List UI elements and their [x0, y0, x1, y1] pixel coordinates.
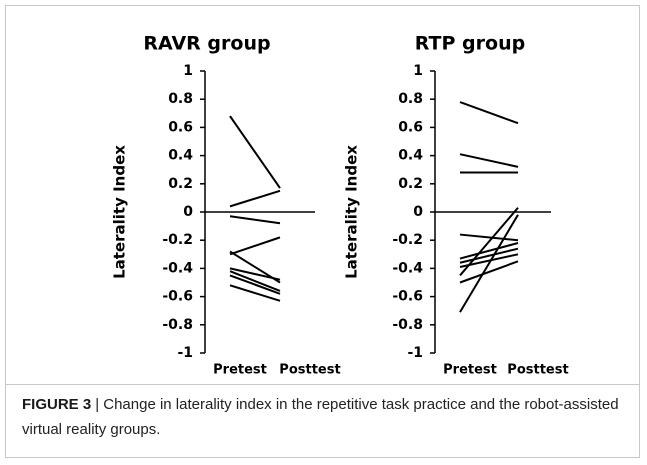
y-tick-label: 0.2	[398, 176, 423, 192]
slope-line	[459, 101, 519, 125]
slope-line	[229, 274, 281, 295]
chart-title: RAVR group	[143, 33, 270, 55]
y-tick-label: 0.8	[168, 91, 193, 107]
y-tick-label: 0.2	[168, 176, 193, 192]
y-tick-label: 0.8	[398, 91, 423, 107]
x-tick-label: Posttest	[279, 363, 340, 378]
y-tick-label: -0.2	[392, 232, 423, 248]
slope-line	[459, 242, 519, 260]
slope-line	[459, 233, 519, 242]
y-tick-label: 1	[183, 63, 193, 79]
y-tick-label: 0	[413, 204, 423, 220]
slope-line	[459, 214, 519, 313]
y-tick-label: -1	[177, 345, 193, 361]
slope-line	[229, 284, 281, 302]
y-axis-label: Laterality Index	[343, 145, 361, 279]
y-axis-label: Laterality Index	[111, 145, 129, 279]
y-tick-label: 0	[183, 204, 193, 220]
x-tick-label: Pretest	[213, 363, 267, 378]
y-tick-label: 1	[413, 63, 423, 79]
slope-line	[229, 267, 281, 281]
y-tick-label: -0.8	[392, 317, 423, 333]
slope-line	[229, 270, 281, 292]
slope-line	[229, 236, 281, 256]
slope-line	[459, 247, 519, 264]
y-tick-label: -1	[407, 345, 423, 361]
charts: RAVR group Laterality Index 1 0.8 0.6 0.4 0.2 0…	[111, 33, 569, 378]
y-tick-label: 0.6	[168, 119, 193, 135]
x-tick-label: Pretest	[443, 363, 497, 378]
caption-text: | Change in laterality index in the repe…	[22, 396, 619, 438]
caption-label: FIGURE 3	[22, 396, 92, 413]
y-tick-label: -0.6	[162, 289, 193, 305]
slope-line	[459, 153, 519, 168]
y-tick-label: -0.4	[162, 260, 193, 276]
y-tick-label: 0.6	[398, 119, 423, 135]
caption: FIGURE 3 | Change in laterality index in …	[22, 392, 622, 442]
slope-line	[229, 189, 281, 208]
y-tick-label: -0.4	[392, 260, 423, 276]
y-tick-label: 0.4	[398, 148, 423, 164]
slope-line	[229, 115, 281, 189]
y-tick-label: -0.6	[392, 289, 423, 305]
figure-frame	[5, 5, 640, 458]
slope-line	[459, 260, 519, 284]
separator	[5, 384, 640, 385]
x-tick-label: Posttest	[507, 363, 568, 378]
y-tick-label: 0.4	[168, 148, 193, 164]
y-tick-label: -0.2	[162, 232, 193, 248]
slope-line	[229, 215, 281, 225]
chart-title: RTP group	[415, 33, 525, 55]
slope-line	[459, 253, 519, 268]
y-tick-label: -0.8	[162, 317, 193, 333]
